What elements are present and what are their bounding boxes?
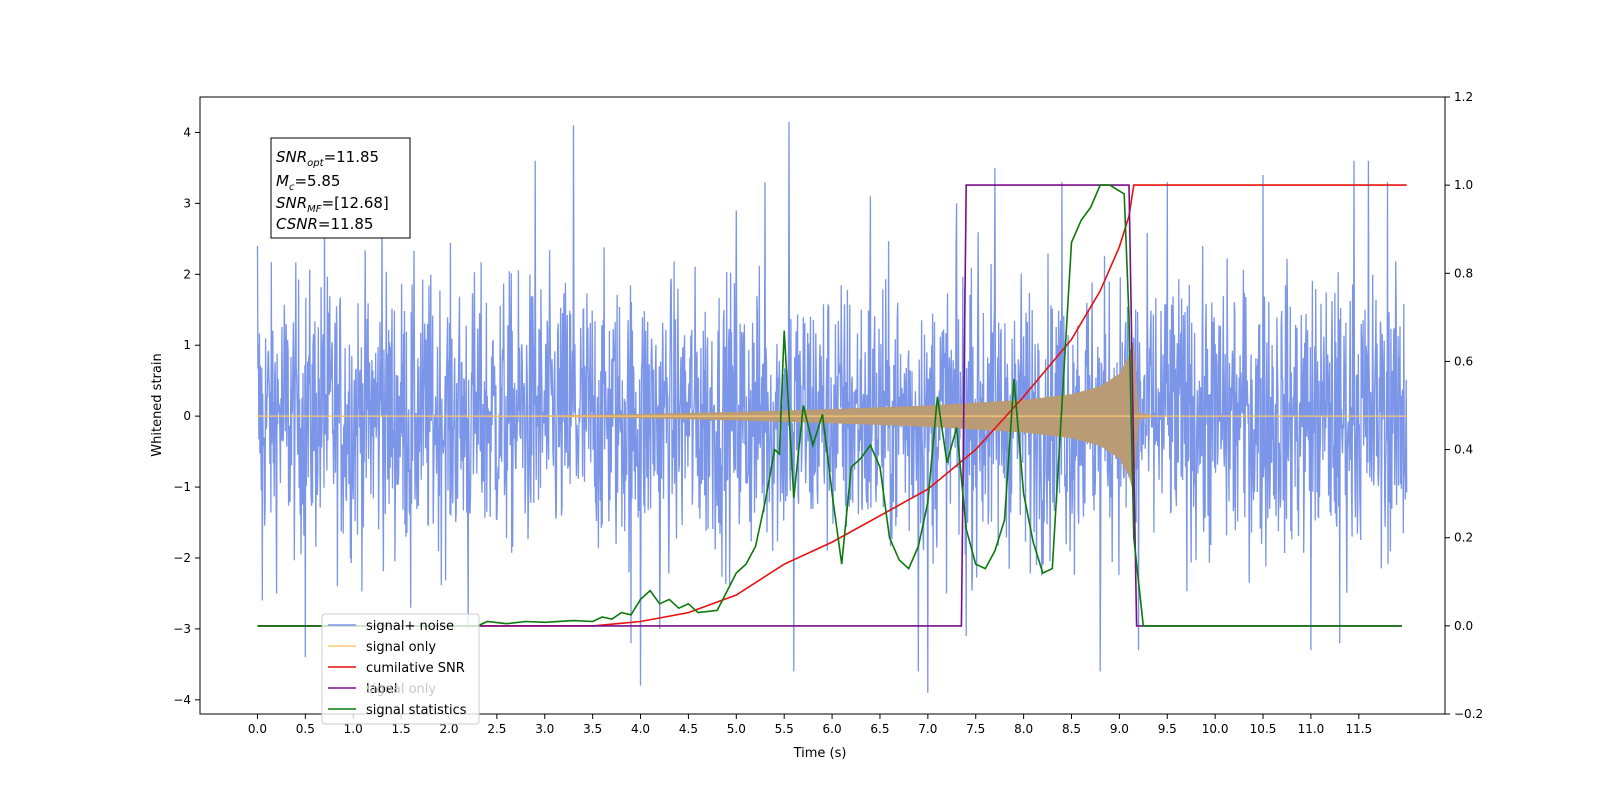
legend-label: signal statistics bbox=[366, 703, 467, 718]
y-tick-label: 1 bbox=[183, 338, 191, 352]
y-tick-label: 3 bbox=[183, 196, 191, 210]
legend-label: label bbox=[366, 682, 397, 697]
annotation-chirp-mass: Mc=5.85 bbox=[276, 172, 340, 193]
x-tick-label: 7.0 bbox=[918, 722, 937, 736]
x-tick-label: 5.0 bbox=[727, 722, 746, 736]
plot-frame bbox=[199, 96, 1446, 715]
x-tick-label: 10.0 bbox=[1202, 722, 1229, 736]
y2-tick-label: 0.0 bbox=[1454, 619, 1473, 633]
legend-ghost-text: signal only bbox=[366, 682, 436, 697]
x-tick-label: 11.0 bbox=[1298, 722, 1325, 736]
annotation-snr-opt: SNRopt=11.85 bbox=[276, 148, 379, 169]
y2-axis: 1.2 1.0 0.8 0.6 0.4 0.2 0.0 −0.2 bbox=[1445, 90, 1483, 721]
y2-tick-label: 0.2 bbox=[1454, 531, 1473, 545]
x-tick-label: 0.0 bbox=[248, 722, 267, 736]
x-tick-label: 1.0 bbox=[344, 722, 363, 736]
y-tick-label: −3 bbox=[173, 622, 191, 636]
annotation-csnr: CSNR=11.85 bbox=[276, 215, 373, 233]
legend-label: cumilative SNR bbox=[366, 661, 465, 676]
x-tick-label: 6.5 bbox=[870, 722, 889, 736]
x-tick-label: 4.0 bbox=[631, 722, 650, 736]
series-layer bbox=[256, 121, 1408, 693]
x-tick-label: 4.5 bbox=[679, 722, 698, 736]
legend-label: signal+ noise bbox=[366, 619, 454, 634]
x-tick-label: 6.0 bbox=[823, 722, 842, 736]
series-signal-statistics bbox=[257, 184, 1402, 627]
y-axis: 4 3 2 1 0 −1 −2 −3 −4 bbox=[173, 125, 200, 707]
y-axis-label: Whitened strain bbox=[150, 353, 165, 456]
x-tick-label: 10.5 bbox=[1250, 722, 1277, 736]
x-tick-label: 9.0 bbox=[1110, 722, 1129, 736]
x-tick-label: 8.0 bbox=[1014, 722, 1033, 736]
x-tick-label: 9.5 bbox=[1158, 722, 1177, 736]
y-tick-label: 4 bbox=[183, 125, 191, 139]
legend-label: signal only bbox=[366, 640, 436, 655]
x-tick-label: 3.0 bbox=[535, 722, 554, 736]
y2-tick-label: 1.2 bbox=[1454, 90, 1473, 104]
x-tick-label: 11.5 bbox=[1345, 722, 1372, 736]
y2-tick-label: −0.2 bbox=[1454, 707, 1483, 721]
y2-tick-label: 1.0 bbox=[1454, 178, 1473, 192]
x-tick-label: 3.5 bbox=[583, 722, 602, 736]
series-cumilative-snr bbox=[257, 184, 1407, 627]
y-tick-label: −2 bbox=[173, 551, 191, 565]
y2-tick-label: 0.8 bbox=[1454, 266, 1473, 280]
x-tick-label: 5.5 bbox=[775, 722, 794, 736]
annotation-snr-mf: SNRMF=[12.68] bbox=[276, 194, 389, 215]
x-tick-label: 2.5 bbox=[487, 722, 506, 736]
x-tick-label: 8.5 bbox=[1062, 722, 1081, 736]
y-tick-label: 0 bbox=[183, 409, 191, 423]
annotation-box: SNRopt=11.85 Mc=5.85 SNRMF=[12.68] CSNR=… bbox=[270, 137, 411, 239]
y-tick-label: −1 bbox=[173, 480, 191, 494]
x-tick-label: 0.5 bbox=[296, 722, 315, 736]
legend: signal+ noise signal only cumilative SNR la… bbox=[321, 613, 480, 725]
x-tick-label: 2.0 bbox=[439, 722, 458, 736]
x-axis-label: Time (s) bbox=[793, 746, 847, 761]
y-tick-label: 2 bbox=[183, 267, 191, 281]
x-tick-label: 7.5 bbox=[966, 722, 985, 736]
y2-tick-label: 0.6 bbox=[1454, 354, 1473, 368]
y-tick-label: −4 bbox=[173, 693, 191, 707]
y2-tick-label: 0.4 bbox=[1454, 443, 1473, 457]
x-axis: 0.0 0.5 1.0 1.5 2.0 2.5 3.0 3.5 4.0 4.5 5.0 5.5 6.0 6… bbox=[248, 714, 1372, 736]
x-tick-label: 1.5 bbox=[392, 722, 411, 736]
